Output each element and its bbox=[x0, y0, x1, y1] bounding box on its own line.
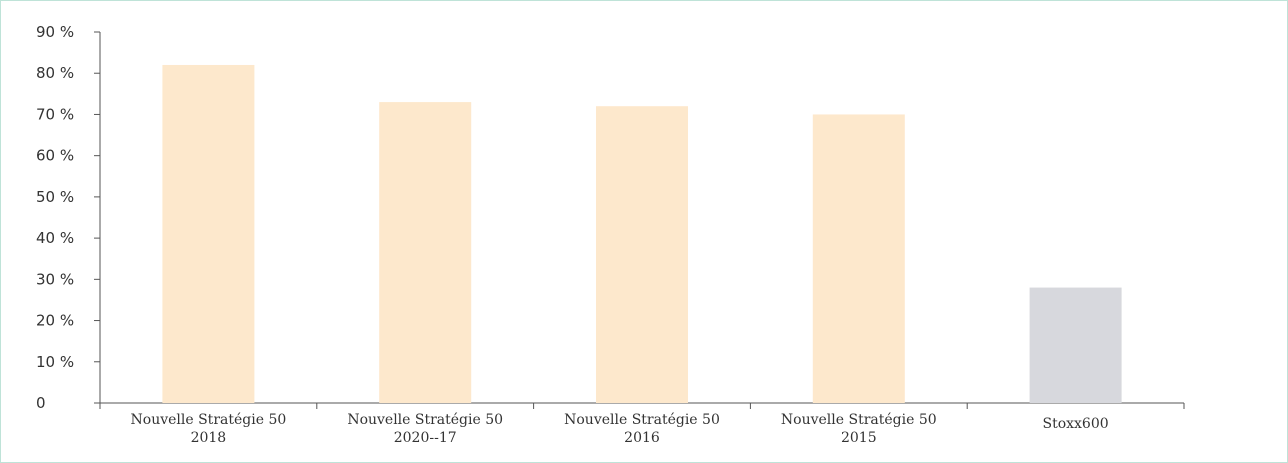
bar bbox=[812, 114, 905, 403]
y-tick-label: 10 % bbox=[36, 353, 74, 371]
x-category-label: Nouvelle Stratégie 50 bbox=[347, 412, 503, 428]
y-tick-label: 50 % bbox=[36, 188, 74, 206]
x-category-label: Nouvelle Stratégie 50 bbox=[781, 412, 937, 428]
x-category-label: 2018 bbox=[191, 430, 227, 446]
y-tick-label: 0 bbox=[36, 394, 46, 412]
x-category-label: Nouvelle Stratégie 50 bbox=[131, 412, 287, 428]
y-tick-label: 30 % bbox=[36, 270, 74, 288]
x-category-label: Stoxx600 bbox=[1043, 416, 1109, 432]
bar bbox=[379, 102, 472, 404]
y-tick-label: 60 % bbox=[36, 147, 74, 165]
y-tick-label: 40 % bbox=[36, 229, 74, 247]
bar bbox=[162, 64, 255, 403]
bar bbox=[596, 106, 688, 403]
x-category-label: Nouvelle Stratégie 50 bbox=[564, 412, 720, 428]
bar bbox=[1029, 287, 1122, 403]
x-category-label: 2015 bbox=[841, 430, 877, 446]
y-tick-label: 20 % bbox=[36, 312, 74, 330]
x-category-label: 2020--17 bbox=[394, 430, 457, 446]
x-category-label: 2016 bbox=[624, 430, 660, 446]
y-tick-label: 70 % bbox=[36, 105, 74, 123]
y-tick-label: 90 % bbox=[36, 23, 74, 41]
y-tick-label: 80 % bbox=[36, 64, 74, 82]
